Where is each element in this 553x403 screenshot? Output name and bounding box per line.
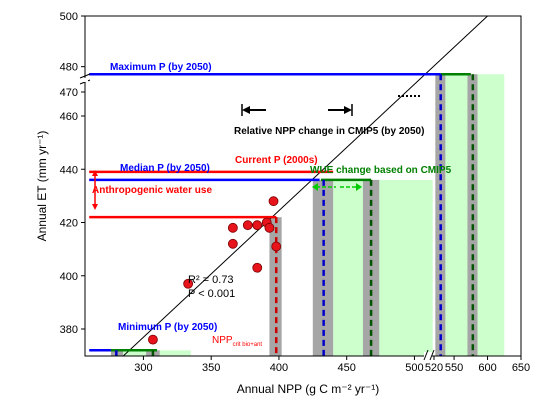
npp-change-arrows (241, 95, 420, 116)
x-tick-label-7: 600 (478, 362, 496, 374)
x-tick-label-6: 550 (445, 362, 463, 374)
y-axis-label: Annual ET (mm yr⁻¹) (35, 131, 49, 242)
light-green-band-0 (333, 179, 433, 356)
y-tick-label-1: 400 (60, 271, 78, 283)
y-tick-label-6: 480 (60, 62, 78, 74)
anthropogenic-label: Anthropogenic water use (92, 185, 212, 196)
r2-label: R² = 0.73 (188, 274, 234, 286)
npp-crit-main: NPP (212, 335, 233, 346)
npp-crit-label: NPPcrit bio+ant (212, 335, 262, 348)
wue-change-label: WUE change based on CMIP5 (310, 165, 452, 176)
gray-band-1 (312, 179, 334, 356)
scatter-points (148, 196, 282, 345)
x-tick-label-2: 400 (270, 362, 288, 374)
x-tick-label-1: 350 (202, 362, 220, 374)
x-axis-break (423, 349, 435, 361)
minimum-p-label: Minimum P (by 2050) (118, 322, 217, 333)
npp-change-label: Relative NPP change in CMIP5 (by 2050) (234, 126, 424, 137)
plot-frame (84, 15, 522, 357)
x-axis-label: Annual NPP (g C m⁻² yr⁻¹) (237, 382, 379, 396)
data-point-0 (148, 334, 158, 345)
data-point-1 (183, 278, 194, 289)
data-point-8 (264, 222, 275, 233)
y-tick-label-4: 460 (60, 111, 78, 123)
data-point-2 (227, 238, 238, 249)
gray-band-2 (362, 179, 380, 356)
maximum-p-label: Maximum P (by 2050) (110, 62, 212, 73)
y-tick-label-0: 380 (60, 324, 78, 336)
axes: 300 350 400 450 500 520 550 600 6503804004204404… (60, 11, 531, 374)
data-point-9 (268, 196, 279, 207)
data-point-5 (252, 262, 263, 273)
y-tick-label-3: 440 (60, 164, 78, 176)
data-point-6 (252, 220, 263, 231)
data-point-4 (242, 220, 253, 231)
current-p-label: Current P (2000s) (235, 155, 318, 166)
anthropogenic-arrow (92, 170, 98, 210)
x-tick-label-3: 450 (338, 362, 356, 374)
p-value-label: P < 0.001 (188, 288, 235, 300)
x-tick-label-0: 300 (134, 362, 152, 374)
y-axis-break (79, 73, 91, 85)
y-tick-label-5: 470 (60, 87, 78, 99)
wue-change-arrows (312, 183, 362, 191)
y-tick-label-2: 420 (60, 218, 78, 230)
gray-band-0 (269, 217, 282, 356)
data-point-10 (271, 241, 282, 252)
x-tick-label-5: 520 (425, 362, 443, 374)
median-p-label: Median P (by 2050) (120, 163, 210, 174)
background-bands (110, 74, 505, 357)
x-tick-label-8: 650 (512, 362, 530, 374)
y-tick-label-7: 500 (60, 11, 78, 23)
data-point-3 (227, 222, 238, 233)
reference-lines (89, 16, 488, 356)
x-tick-label-4: 500 (405, 362, 423, 374)
npp-crit-sub: crit bio+ant (233, 342, 263, 348)
